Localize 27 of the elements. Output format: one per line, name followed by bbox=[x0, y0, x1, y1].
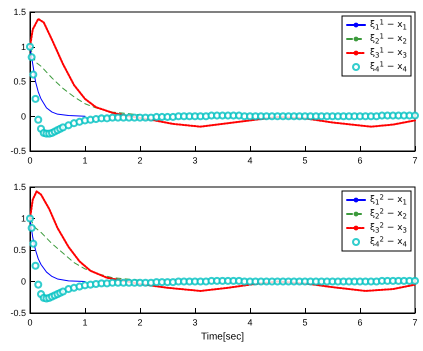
x-tick-label: 0 bbox=[27, 318, 33, 328]
x-tick-label: 2 bbox=[137, 156, 143, 166]
y-tick-label: 1.5 bbox=[13, 182, 26, 192]
x-tick-label: 7 bbox=[412, 156, 418, 166]
x-tick-label: 0 bbox=[27, 156, 33, 166]
y-tick-label: 0 bbox=[20, 276, 26, 286]
y-tick-label: 0.5 bbox=[13, 76, 26, 86]
y-tick-label: -0.5 bbox=[10, 146, 26, 156]
x-tick-label: 4 bbox=[247, 318, 253, 328]
x-tick-label: 6 bbox=[357, 156, 363, 166]
x-tick-label: 5 bbox=[302, 318, 308, 328]
y-tick-label: 1 bbox=[20, 214, 26, 224]
x-tick-label: 1 bbox=[82, 156, 88, 166]
x-axis-title: Time[sec] bbox=[201, 331, 244, 342]
x-tick-label: 6 bbox=[357, 318, 363, 328]
x-tick-label: 4 bbox=[247, 156, 253, 166]
y-tick-label: 0.5 bbox=[13, 245, 26, 255]
x-tick-label: 3 bbox=[192, 156, 198, 166]
x-tick-label: 2 bbox=[137, 318, 143, 328]
x-tick-label: 5 bbox=[302, 156, 308, 166]
y-tick-label: 1.5 bbox=[13, 7, 26, 17]
y-tick-label: 0 bbox=[20, 111, 26, 122]
x-tick-label: 1 bbox=[82, 318, 88, 328]
x-tick-label: 7 bbox=[412, 318, 418, 328]
y-tick-label: 1 bbox=[20, 42, 26, 52]
x-tick-label: 3 bbox=[192, 318, 198, 328]
y-tick-label: -0.5 bbox=[10, 308, 26, 318]
